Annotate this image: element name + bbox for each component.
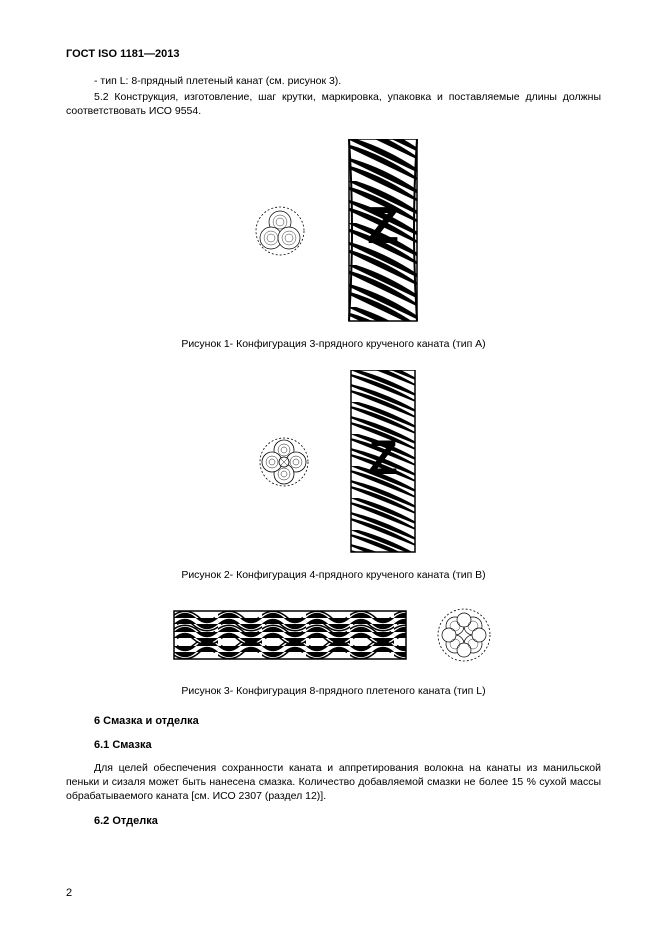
svg-text:Z: Z	[367, 197, 399, 255]
figure-1-diagram: Z	[66, 139, 601, 324]
doc-standard-code: ГОСТ ISO 1181—2013	[66, 48, 601, 60]
section-6-2-heading: 6.2 Отделка	[66, 815, 601, 827]
intro-line-type-l: - тип L: 8-прядный плетеный канат (см. р…	[66, 74, 601, 88]
figure-2-caption: Рисунок 2- Конфигурация 4-прядного круче…	[66, 569, 601, 581]
section-6-heading: 6 Смазка и отделка	[66, 715, 601, 727]
section-6-1-body: Для целей обеспечения сохранности каната…	[66, 761, 601, 804]
intro-line-5-2: 5.2 Конструкция, изготовление, шаг крутк…	[66, 90, 601, 118]
figure-2-diagram: Z	[66, 370, 601, 555]
figure-3-diagram	[66, 601, 601, 671]
figure-1-caption: Рисунок 1- Конфигурация 3-прядного круче…	[66, 338, 601, 350]
section-6-1-heading: 6.1 Смазка	[66, 739, 601, 751]
page-number: 2	[66, 887, 72, 899]
figure-3-caption: Рисунок 3- Конфигурация 8-прядного плете…	[66, 685, 601, 697]
svg-text:Z: Z	[368, 432, 397, 485]
